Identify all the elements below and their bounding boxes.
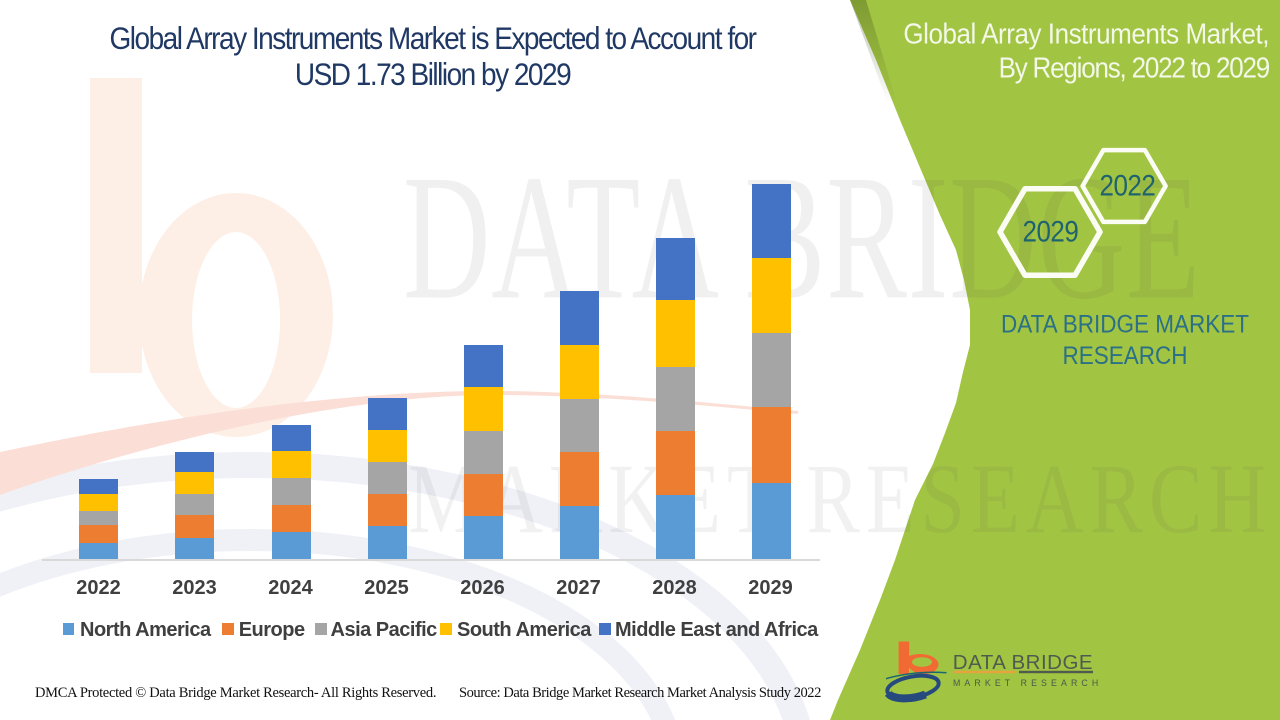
svg-text:MARKET RESEARCH: MARKET RESEARCH	[953, 678, 1102, 688]
svg-text:DATA BRIDGE: DATA BRIDGE	[953, 651, 1093, 674]
